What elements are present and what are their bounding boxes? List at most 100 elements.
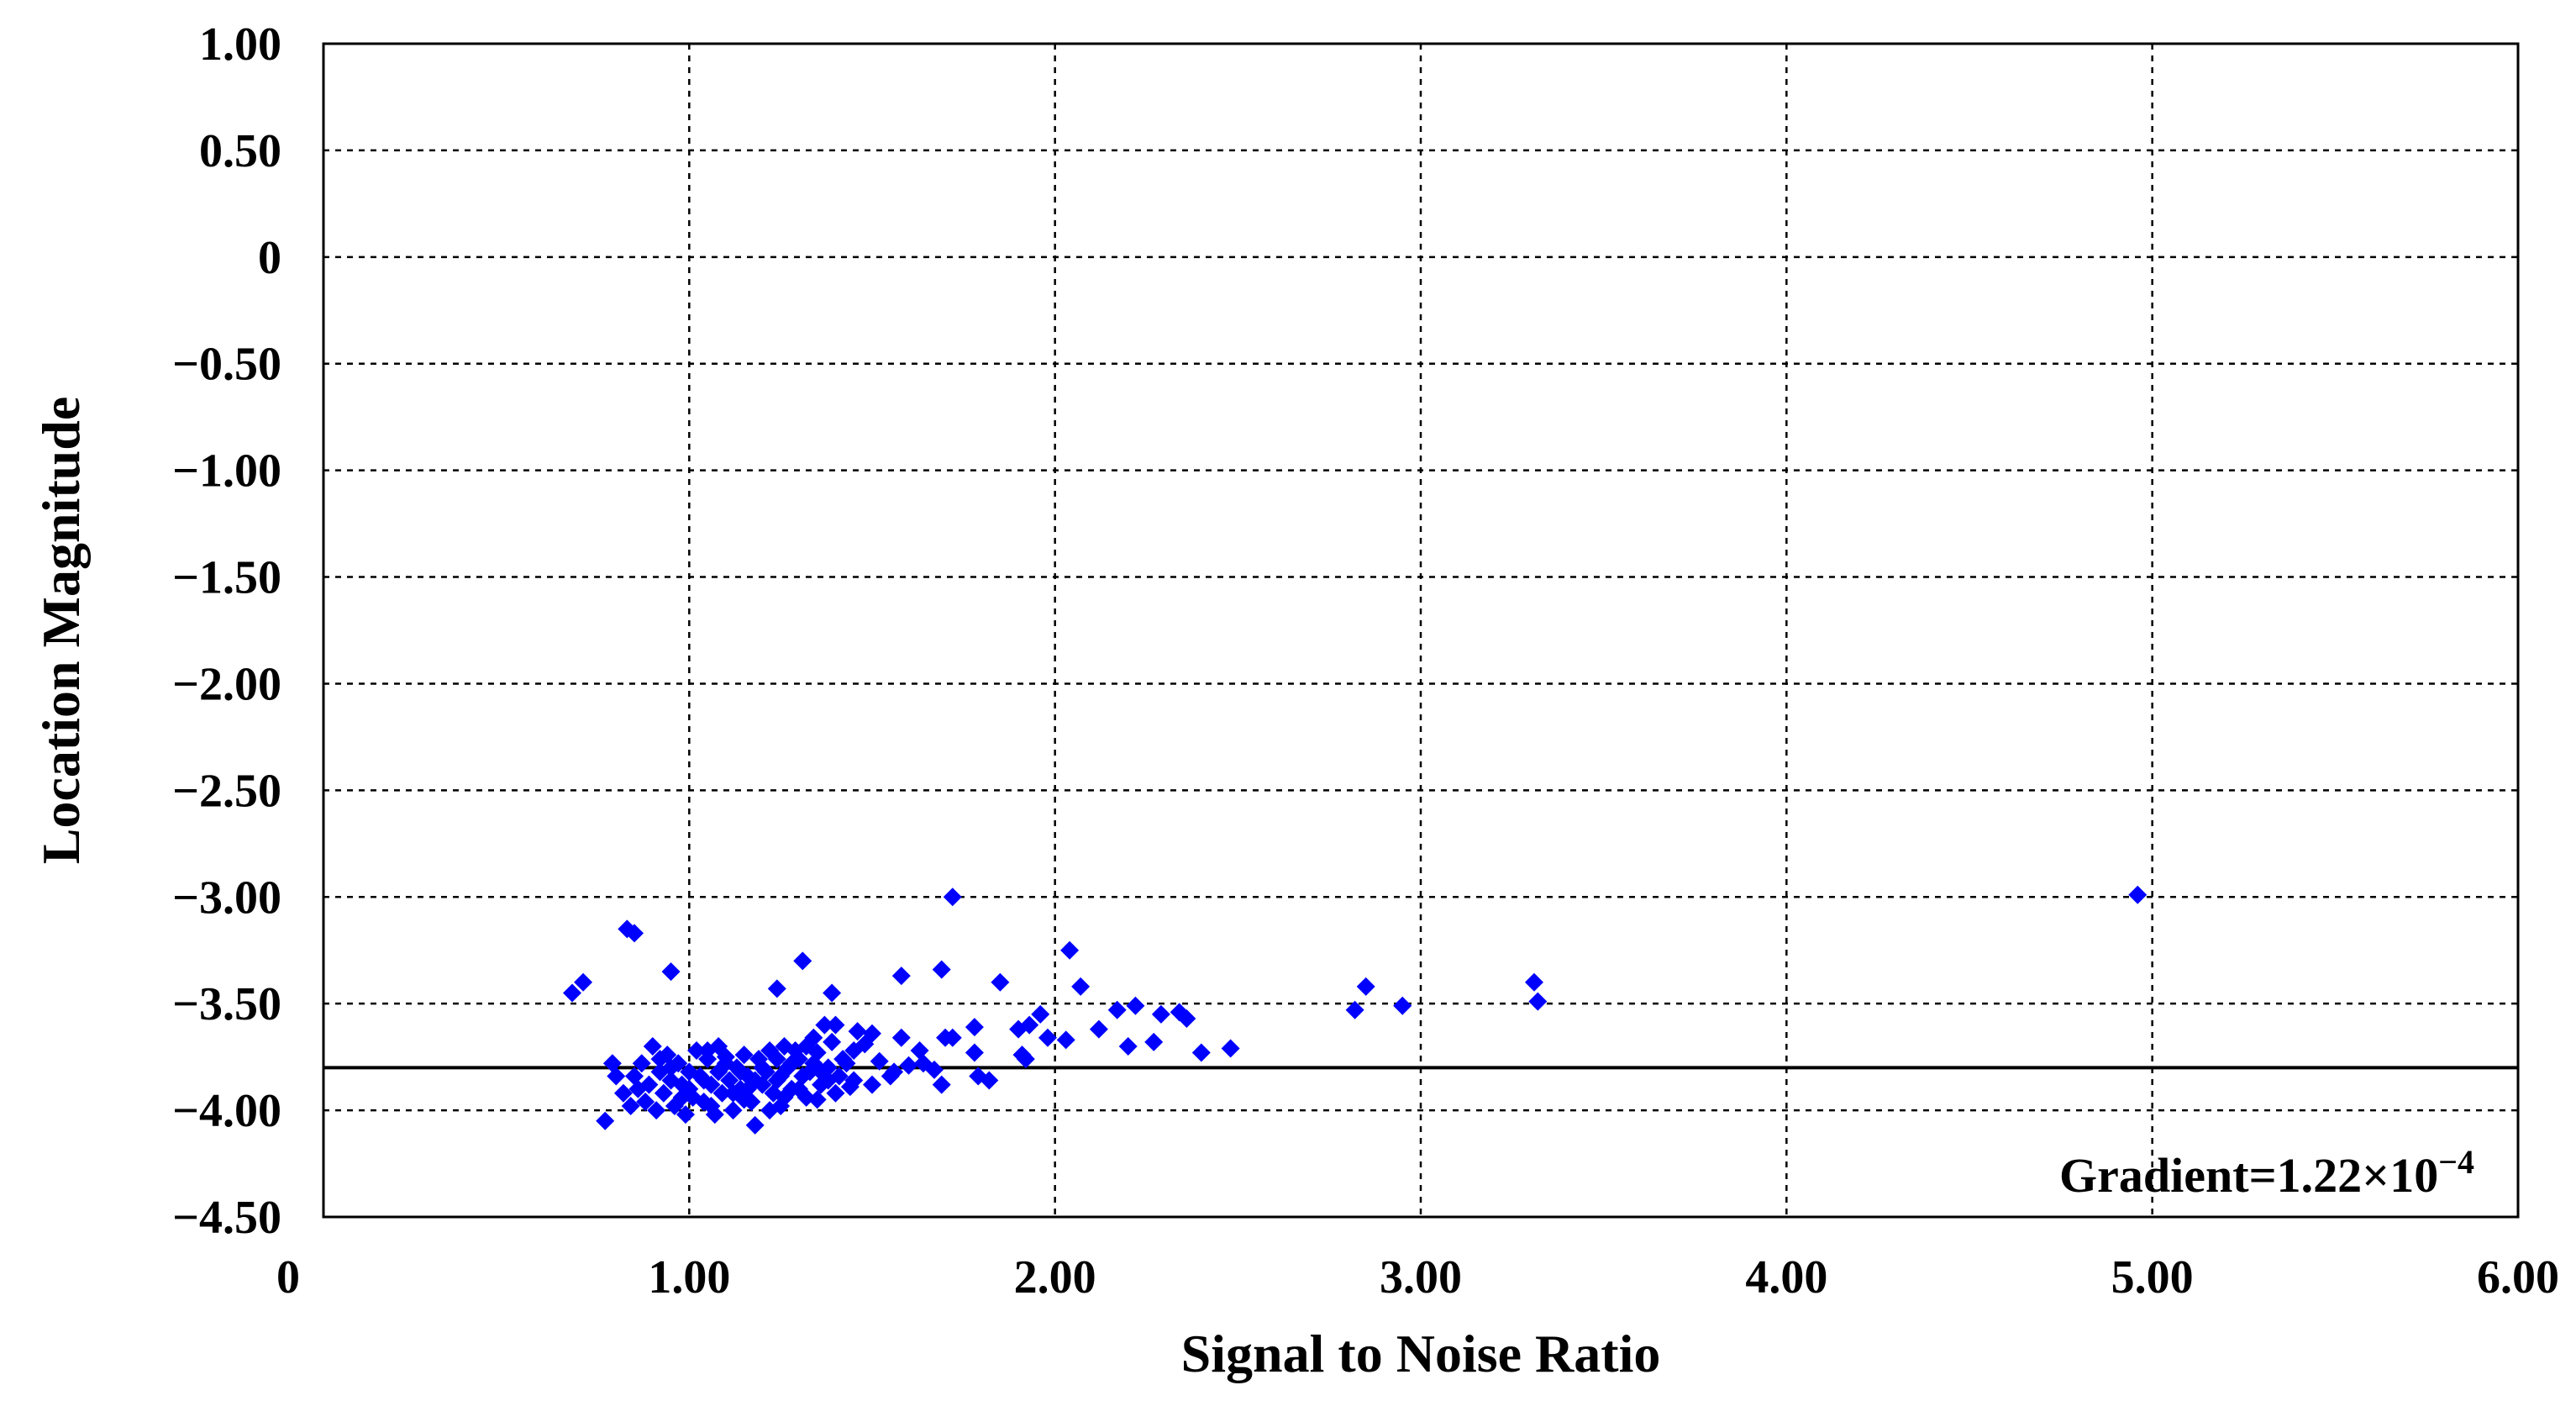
data-point — [823, 983, 842, 1003]
x-tick-label: 0 — [276, 1251, 300, 1304]
data-point — [965, 1018, 984, 1037]
x-axis-tick-labels: 0 1.00 2.00 3.00 4.00 5.00 6.00 — [276, 1251, 2559, 1304]
data-point — [910, 1041, 929, 1061]
data-point — [632, 1054, 651, 1073]
data-point — [1151, 1004, 1170, 1024]
data-point — [812, 1062, 831, 1082]
data-point — [782, 1054, 802, 1073]
data-point — [738, 1079, 757, 1098]
data-point — [676, 1105, 695, 1124]
data-point — [1144, 1032, 1164, 1051]
data-point — [1528, 992, 1548, 1011]
data-point — [932, 960, 951, 979]
data-point — [1107, 1000, 1127, 1019]
data-point — [775, 1036, 794, 1056]
data-point — [574, 972, 593, 992]
y-axis-tick-labels: 1.00 0.50 0 −0.50 −1.00 −1.50 −2.00 −2.50 −3.00 −… — [172, 18, 281, 1244]
data-point — [731, 1062, 750, 1082]
gradient-annotation-exponent: −4 — [2438, 1143, 2474, 1181]
data-point — [932, 1075, 951, 1094]
data-point — [899, 1056, 918, 1075]
data-point — [844, 1071, 864, 1090]
y-tick-label: 0.50 — [199, 125, 281, 177]
data-point — [1524, 972, 1543, 992]
data-point — [643, 1036, 662, 1056]
data-point — [661, 962, 681, 982]
y-tick-label: 0 — [258, 232, 281, 284]
data-point — [969, 1067, 988, 1086]
data-point — [826, 1015, 845, 1035]
data-point — [734, 1045, 754, 1065]
data-point — [1038, 1028, 1057, 1047]
data-point — [936, 1028, 955, 1047]
data-point — [796, 1088, 816, 1107]
data-point — [1009, 1019, 1028, 1039]
y-tick-label: −3.50 — [172, 978, 281, 1030]
data-point — [793, 951, 812, 971]
data-point — [881, 1067, 900, 1086]
data-point — [775, 1088, 794, 1107]
data-point — [661, 1071, 681, 1090]
x-tick-label: 6.00 — [2477, 1251, 2559, 1304]
data-point — [602, 1054, 622, 1073]
data-point — [760, 1101, 780, 1120]
data-point — [745, 1115, 765, 1135]
data-point — [1071, 977, 1091, 996]
data-point — [891, 966, 911, 986]
data-point — [702, 1097, 721, 1116]
data-point — [1393, 996, 1412, 1015]
data-point — [621, 1097, 640, 1116]
data-point — [965, 1043, 984, 1062]
data-point — [760, 1041, 780, 1061]
data-point — [647, 1101, 666, 1120]
data-point — [661, 1058, 681, 1077]
data-point — [753, 1058, 772, 1077]
data-point — [712, 1083, 732, 1103]
data-point — [625, 924, 644, 943]
plot-area-frame — [322, 42, 2520, 1219]
y-axis-title: Location Magnitude — [31, 397, 91, 864]
data-point — [891, 1028, 911, 1047]
data-point — [625, 1067, 644, 1086]
data-points — [563, 885, 2148, 1135]
data-point — [723, 1101, 743, 1120]
data-point — [654, 1083, 673, 1103]
y-tick-label: −1.00 — [172, 445, 281, 498]
data-point — [870, 1051, 889, 1071]
data-point — [1126, 996, 1145, 1015]
data-point — [991, 972, 1010, 992]
data-point — [650, 1050, 670, 1069]
data-point — [1191, 1043, 1211, 1062]
data-point — [563, 983, 582, 1003]
data-point — [687, 1041, 707, 1061]
gradient-annotation-text: Gradient=1.22×10 — [2059, 1148, 2438, 1203]
data-point — [1221, 1039, 1240, 1058]
data-point — [723, 1083, 743, 1103]
data-point — [833, 1050, 853, 1069]
y-tick-label: −2.50 — [172, 765, 281, 817]
data-point — [1345, 1000, 1364, 1019]
x-tick-label: 3.00 — [1380, 1251, 1462, 1304]
data-point — [694, 1071, 713, 1090]
y-tick-label: −0.50 — [172, 339, 281, 391]
data-point — [596, 1111, 615, 1130]
data-point — [823, 1032, 842, 1051]
grid-lines — [323, 44, 2518, 1217]
data-point — [1170, 1003, 1189, 1022]
data-point — [613, 1083, 633, 1103]
data-point — [1089, 1019, 1108, 1039]
y-tick-label: −3.00 — [172, 872, 281, 924]
data-point — [943, 887, 962, 907]
x-tick-label: 2.00 — [1014, 1251, 1096, 1304]
data-point — [848, 1022, 867, 1041]
y-tick-label: −4.50 — [172, 1192, 281, 1244]
data-point — [1031, 1004, 1050, 1024]
y-tick-label: −1.50 — [172, 552, 281, 604]
data-point — [767, 1071, 786, 1090]
x-tick-label: 1.00 — [648, 1251, 730, 1304]
x-tick-label: 4.00 — [1745, 1251, 1827, 1304]
data-point — [863, 1075, 881, 1094]
data-point — [1016, 1050, 1035, 1069]
x-tick-label: 5.00 — [2111, 1251, 2194, 1304]
